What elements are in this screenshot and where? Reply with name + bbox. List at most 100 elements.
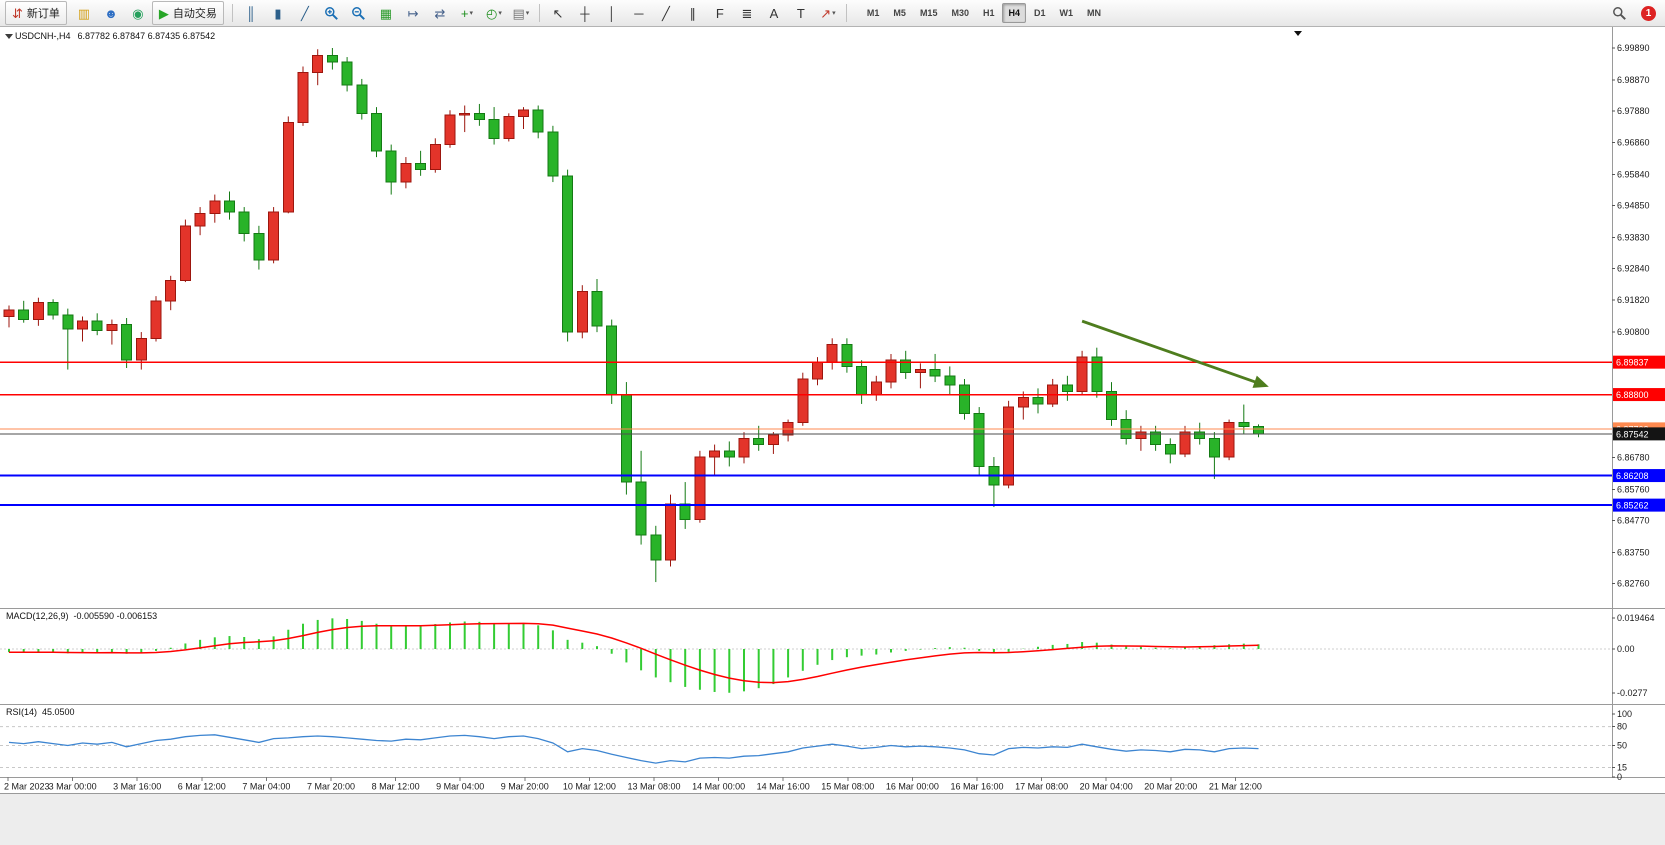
- search-button[interactable]: [1606, 2, 1632, 24]
- templates-button[interactable]: ▤ ▾: [508, 2, 534, 24]
- price-level-badge: [1613, 355, 1665, 369]
- timeframe-mn-button[interactable]: MN: [1087, 8, 1102, 18]
- timeframe-m30-button[interactable]: M30: [951, 8, 969, 18]
- auto-trading-button[interactable]: ▶ 自动交易: [151, 1, 224, 25]
- dropdown-caret-icon: ▾: [525, 10, 530, 17]
- vertical-line-icon: │: [607, 5, 616, 21]
- cursor-button[interactable]: ↖: [545, 2, 571, 24]
- notification-badge[interactable]: 1: [1641, 5, 1656, 21]
- price-axis-label: 6.98870: [1617, 75, 1650, 85]
- timeframe-m5-button[interactable]: M5: [893, 8, 906, 18]
- signal-button[interactable]: ◉: [125, 2, 151, 24]
- price-axis-label: 6.90800: [1617, 327, 1650, 337]
- bar-chart-button[interactable]: ║: [238, 2, 264, 24]
- toolbar: ⇵ 新订单 ▥ ☻ ◉ ▶ 自动交易 ║ ▮ ╱ ▦ ↦ ⇄ + ▾ ◴ ▾ ▤ ▾ ↖ ┼ │ ─ ╱ ∥ F ≣ A T ↗ ▾ M1 M5…: [0, 0, 1665, 27]
- dropdown-caret-icon: ▾: [498, 10, 502, 17]
- auto-trading-label: 自动交易: [172, 8, 217, 20]
- price-axis-label: 6.82760: [1617, 578, 1650, 588]
- chart-menu-arrow-icon[interactable]: [5, 34, 13, 39]
- time-axis-label: 17 Mar 08:00: [1015, 782, 1068, 792]
- auto-scroll-button[interactable]: ↦: [400, 2, 426, 24]
- text-label-button[interactable]: T: [788, 2, 814, 24]
- time-axis-label: 14 Mar 16:00: [757, 782, 810, 792]
- timeframe-d1-button[interactable]: D1: [1034, 8, 1046, 18]
- search-icon: [1612, 6, 1626, 20]
- horizontal-line-button[interactable]: ─: [626, 2, 652, 24]
- zoom-in-button[interactable]: [319, 2, 345, 24]
- crosshair-button[interactable]: ┼: [572, 2, 598, 24]
- text-button[interactable]: A: [761, 2, 787, 24]
- profiles-button[interactable]: ◴ ▾: [481, 2, 507, 24]
- time-axis[interactable]: [0, 777, 1612, 793]
- trend-arrow-object[interactable]: [1081, 319, 1269, 388]
- time-axis-label: 20 Mar 04:00: [1080, 782, 1133, 792]
- svg-text:6.86208: 6.86208: [1616, 471, 1649, 481]
- rsi-axis-label: 80: [1617, 722, 1627, 732]
- zoom-out-button[interactable]: [346, 2, 372, 24]
- price-axis-label: 6.96860: [1617, 138, 1650, 148]
- auto-trading-icon: ▶: [158, 5, 169, 21]
- timeframe-m15-button[interactable]: M15: [919, 8, 938, 18]
- fibonacci-button[interactable]: F: [707, 2, 733, 24]
- line-chart-button[interactable]: ╱: [292, 2, 318, 24]
- timeframe-h4-button[interactable]: H4: [1002, 3, 1026, 23]
- price-axis-label: 6.99890: [1617, 43, 1650, 53]
- new-order-label: 新订单: [26, 8, 60, 20]
- svg-text:6.88800: 6.88800: [1616, 390, 1649, 400]
- price-axis-label: 6.92840: [1617, 263, 1650, 273]
- rsi-indicator-label: RSI(14) 45.0500: [6, 707, 75, 717]
- text-label-icon: T: [796, 5, 805, 21]
- price-axis-label: 6.85760: [1617, 485, 1650, 495]
- chart-title: USDCNH-,H4 6.87782 6.87847 6.87435 6.8754…: [15, 31, 215, 41]
- toolbar-separator: [845, 4, 847, 22]
- macd-indicator-label: MACD(12,26,9) -0.005590 -0.006153: [6, 611, 157, 621]
- candlestick-series: [3, 48, 1264, 583]
- fibonacci-icon: F: [715, 5, 724, 21]
- price-level-badge: [1613, 388, 1665, 402]
- macd-values: -0.005590 -0.006153: [73, 611, 158, 621]
- time-axis-label: 9 Mar 04:00: [436, 782, 484, 792]
- toolbar-right-group: 1: [1606, 2, 1660, 24]
- price-level-badge: [1613, 498, 1665, 512]
- arrow-objects-button[interactable]: ↗ ▾: [815, 2, 841, 24]
- toolbar-separator: [538, 4, 540, 22]
- price-axis[interactable]: [1612, 27, 1665, 777]
- profiles-icon: ◴: [485, 5, 498, 21]
- channel-button[interactable]: ∥: [680, 2, 706, 24]
- rsi-axis-label: 15: [1617, 763, 1627, 773]
- macd-histogram: [8, 618, 1260, 693]
- new-order-icon: ⇵: [12, 5, 23, 21]
- new-chart-icon: +: [460, 5, 469, 21]
- timeframe-toolbar: M1 M5 M15 M30 H1 H4 D1 W1 MN: [860, 3, 1108, 23]
- rsi-axis-label: 100: [1617, 709, 1632, 719]
- macd-signal-line: [8, 622, 1259, 684]
- time-axis-label: 3 Mar 00:00: [49, 782, 97, 792]
- tile-windows-button[interactable]: ▦: [373, 2, 399, 24]
- candlestick-chart-button[interactable]: ▮: [265, 2, 291, 24]
- trendline-button[interactable]: ╱: [653, 2, 679, 24]
- macd-axis-label: -0.0277: [1617, 688, 1648, 698]
- toolbar-separator: [231, 4, 233, 22]
- chart-shift-button[interactable]: ⇄: [427, 2, 453, 24]
- time-axis-label: 6 Mar 12:00: [178, 782, 226, 792]
- coins-button[interactable]: ▥: [71, 2, 97, 24]
- timeframe-w1-button[interactable]: W1: [1059, 8, 1074, 18]
- svg-text:6.89837: 6.89837: [1616, 358, 1649, 368]
- new-order-button[interactable]: ⇵ 新订单: [5, 1, 67, 25]
- time-axis-label: 8 Mar 12:00: [372, 782, 420, 792]
- time-axis-label: 16 Mar 00:00: [886, 782, 939, 792]
- new-chart-button[interactable]: + ▾: [454, 2, 480, 24]
- dropdown-caret-icon: ▾: [469, 10, 473, 17]
- time-axis-label: 7 Mar 04:00: [242, 782, 290, 792]
- vertical-line-button[interactable]: │: [599, 2, 625, 24]
- dropdown-caret-icon: ▾: [832, 10, 836, 17]
- timeframe-h1-button[interactable]: H1: [982, 8, 995, 18]
- rsi-value: 45.0500: [42, 707, 75, 717]
- time-axis-label: 16 Mar 16:00: [950, 782, 1003, 792]
- objects-list-button[interactable]: ≣: [734, 2, 760, 24]
- timeframe-m1-button[interactable]: M1: [866, 8, 880, 18]
- profile-button[interactable]: ☻: [98, 2, 124, 24]
- objects-list-icon: ≣: [741, 5, 753, 21]
- macd-axis-label: 0.00: [1617, 644, 1635, 654]
